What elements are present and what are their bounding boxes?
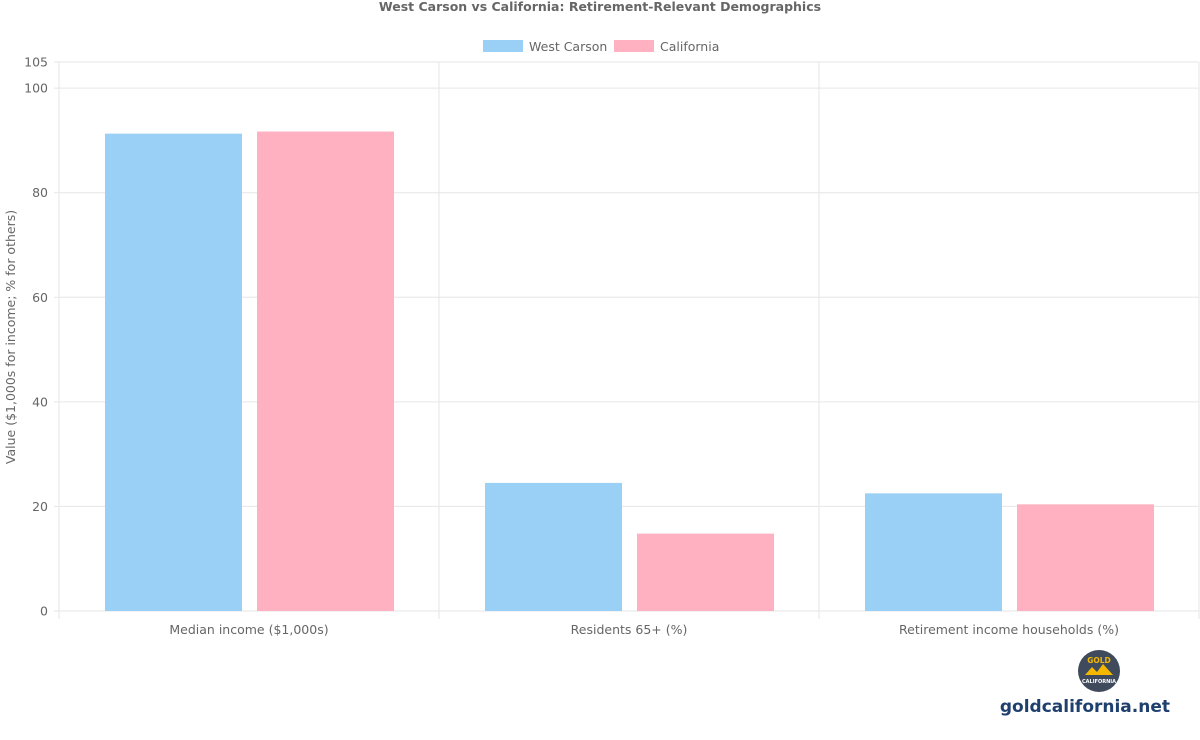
bar-west-carson-1 (485, 482, 622, 611)
x-tick-label: Retirement income households (%) (899, 622, 1119, 637)
y-tick-label: 80 (32, 185, 48, 200)
y-tick-label: 40 (32, 394, 48, 409)
grid (58, 61, 1200, 619)
logo-top-text: GOLD (1087, 656, 1111, 665)
gold-california-logo: GOLD CALIFORNIA (1078, 650, 1120, 692)
mountain-icon (1085, 664, 1113, 675)
site-label[interactable]: goldcalifornia.net (999, 697, 1170, 717)
y-axis-title: Value ($1,000s for income; % for others) (3, 210, 18, 464)
bar-california-1 (637, 533, 774, 611)
y-tick-label: 60 (32, 290, 48, 305)
legend: West Carson California (483, 39, 719, 54)
bar-california-0 (257, 131, 394, 612)
axes: 0 20 40 60 80 100 105 Median income ($1,000s) Re… (24, 55, 1119, 638)
bars (105, 131, 1154, 612)
y-tick-label: 105 (24, 55, 48, 70)
x-tick-label: Residents 65+ (%) (571, 622, 688, 637)
bar-california-2 (1017, 504, 1154, 611)
legend-swatch (614, 40, 654, 52)
y-tick-label: 0 (40, 604, 48, 619)
bar-west-carson-2 (865, 493, 1002, 611)
logo-bottom-text: CALIFORNIA (1082, 679, 1116, 685)
chart-title: West Carson vs California: Retirement-Re… (379, 0, 821, 14)
x-tick-label: Median income ($1,000s) (169, 622, 328, 637)
bar-west-carson-0 (105, 133, 242, 612)
legend-label: California (660, 39, 719, 54)
y-tick-label: 20 (32, 499, 48, 514)
legend-swatch (483, 40, 523, 52)
y-tick-label: 100 (24, 81, 48, 96)
legend-label: West Carson (529, 39, 607, 54)
